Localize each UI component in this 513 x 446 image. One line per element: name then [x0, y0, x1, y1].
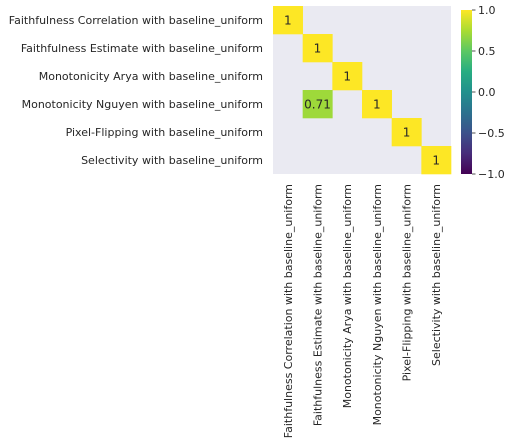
- colorbar: 1.0 0.5 0.0 −0.5 −1.0: [461, 4, 505, 181]
- heatmap-cell: [362, 90, 392, 119]
- column-label: Monotonicity Arya with baseline_uniform: [341, 184, 354, 408]
- cell-annotation: 1: [432, 154, 440, 168]
- heatmap-cell: [302, 34, 333, 63]
- column-label: Monotonicity Nguyen with baseline_unifor…: [371, 184, 384, 425]
- column-labels: Faithfulness Correlation with baseline_u…: [282, 184, 443, 438]
- row-label: Selectivity with baseline_uniform: [81, 154, 263, 167]
- heatmap-cell: [302, 90, 333, 119]
- heatmap-cell: [421, 146, 452, 175]
- row-label: Faithfulness Correlation with baseline_u…: [9, 14, 263, 27]
- colorbar-gradient: [461, 10, 472, 174]
- heatmap-cell: [391, 118, 422, 147]
- cell-annotation: 0.71: [304, 98, 331, 112]
- column-label: Pixel-Flipping with baseline_uniform: [401, 184, 414, 381]
- column-label: Faithfulness Correlation with baseline_u…: [282, 184, 295, 438]
- cell-annotation: 1: [373, 98, 381, 112]
- row-labels: Faithfulness Correlation with baseline_u…: [9, 14, 263, 167]
- column-label: Faithfulness Estimate with baseline_unif…: [312, 184, 325, 426]
- row-label: Monotonicity Arya with baseline_uniform: [39, 70, 263, 83]
- colorbar-tick-label: 1.0: [478, 4, 496, 17]
- colorbar-tick-label: 0.5: [478, 45, 496, 58]
- row-label: Faithfulness Estimate with baseline_unif…: [21, 42, 263, 55]
- colorbar-tick-label: −1.0: [478, 168, 505, 181]
- colorbar-tick-label: 0.0: [478, 86, 496, 99]
- column-label: Selectivity with baseline_uniform: [430, 184, 443, 366]
- heatmap-cell: [273, 6, 303, 35]
- cell-annotation: 1: [284, 14, 292, 28]
- cell-annotation: 1: [343, 70, 351, 84]
- row-label: Monotonicity Nguyen with baseline_unifor…: [22, 98, 263, 111]
- heatmap-cell: [332, 62, 363, 91]
- cell-annotation: 1: [314, 42, 322, 56]
- heatmap-cells: 1 1 1 0.71 1 1 1: [273, 6, 452, 175]
- row-label: Pixel-Flipping with baseline_uniform: [66, 126, 263, 139]
- cell-annotation: 1: [403, 126, 411, 140]
- colorbar-tick-label: −0.5: [478, 127, 505, 140]
